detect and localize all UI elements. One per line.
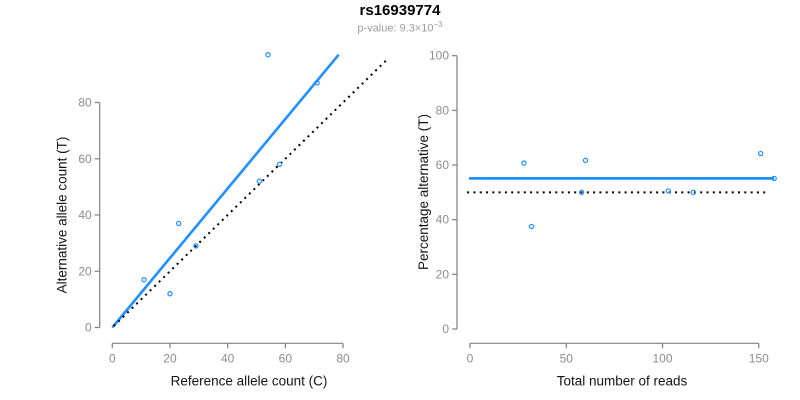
data-point xyxy=(690,189,697,196)
p-value-text: p-value: 9.3×10 xyxy=(357,22,434,35)
data-point xyxy=(175,220,182,227)
p-value-exponent: −3 xyxy=(433,20,443,29)
x-tick-label: 100 xyxy=(652,351,672,365)
regression-fit-line xyxy=(111,53,340,329)
x-tick-label: 0 xyxy=(467,351,474,365)
y-tick-label: 80 xyxy=(78,96,92,110)
y-tick-label: 100 xyxy=(429,49,449,63)
y-tick-label: 0 xyxy=(442,322,449,336)
identity-reference-line xyxy=(113,58,389,327)
data-point xyxy=(578,189,585,196)
x-tick-label: 0 xyxy=(109,351,116,365)
x-tick-label: 150 xyxy=(749,351,769,365)
left-panel-axes: 0 20 40 60 80 0 20 40 60 80 xyxy=(78,96,350,366)
y-tick-label: 60 xyxy=(78,152,92,166)
right-panel-axes: 0 50 100 150 0 20 40 60 80 100 xyxy=(429,49,769,366)
data-point xyxy=(265,51,271,58)
right-y-axis-label: Percentage alternative (T) xyxy=(416,114,431,270)
data-point xyxy=(771,175,777,182)
y-tick-label: 40 xyxy=(436,213,450,227)
y-tick-label: 40 xyxy=(78,208,92,222)
left-y-axis-label: Alternative allele count (T) xyxy=(55,137,70,294)
data-point xyxy=(521,160,527,166)
y-tick-label: 60 xyxy=(436,158,450,172)
data-point xyxy=(528,223,535,230)
right-scatter-panel: 0 50 100 150 0 20 40 60 80 100 Total number of re… xyxy=(416,49,777,389)
x-tick-label: 80 xyxy=(336,351,350,365)
y-tick-label: 80 xyxy=(436,103,450,117)
x-tick-label: 50 xyxy=(560,351,574,365)
data-point xyxy=(141,276,147,283)
data-point xyxy=(256,178,263,184)
data-point xyxy=(582,157,589,164)
left-panel-marks xyxy=(111,51,389,329)
x-tick-label: 20 xyxy=(163,351,177,365)
data-point xyxy=(193,243,199,249)
y-tick-label: 0 xyxy=(85,321,92,335)
data-point xyxy=(665,188,671,194)
data-point xyxy=(276,161,283,168)
x-tick-label: 40 xyxy=(221,351,235,365)
right-x-axis-label: Total number of reads xyxy=(557,374,688,389)
y-tick-label: 20 xyxy=(78,264,92,278)
x-tick-label: 60 xyxy=(279,351,293,365)
data-point xyxy=(757,150,764,157)
y-tick-label: 20 xyxy=(436,267,450,281)
data-point xyxy=(167,291,173,297)
right-panel-marks xyxy=(467,150,777,230)
data-point xyxy=(314,80,320,86)
figure-subtitle: p-value: 9.3×10−3 xyxy=(0,20,800,35)
left-scatter-panel: 0 20 40 60 80 0 20 40 60 80 Reference allele coun… xyxy=(55,51,389,389)
figure-title: rs16939774 xyxy=(359,2,441,19)
left-x-axis-label: Reference allele count (C) xyxy=(171,374,328,389)
